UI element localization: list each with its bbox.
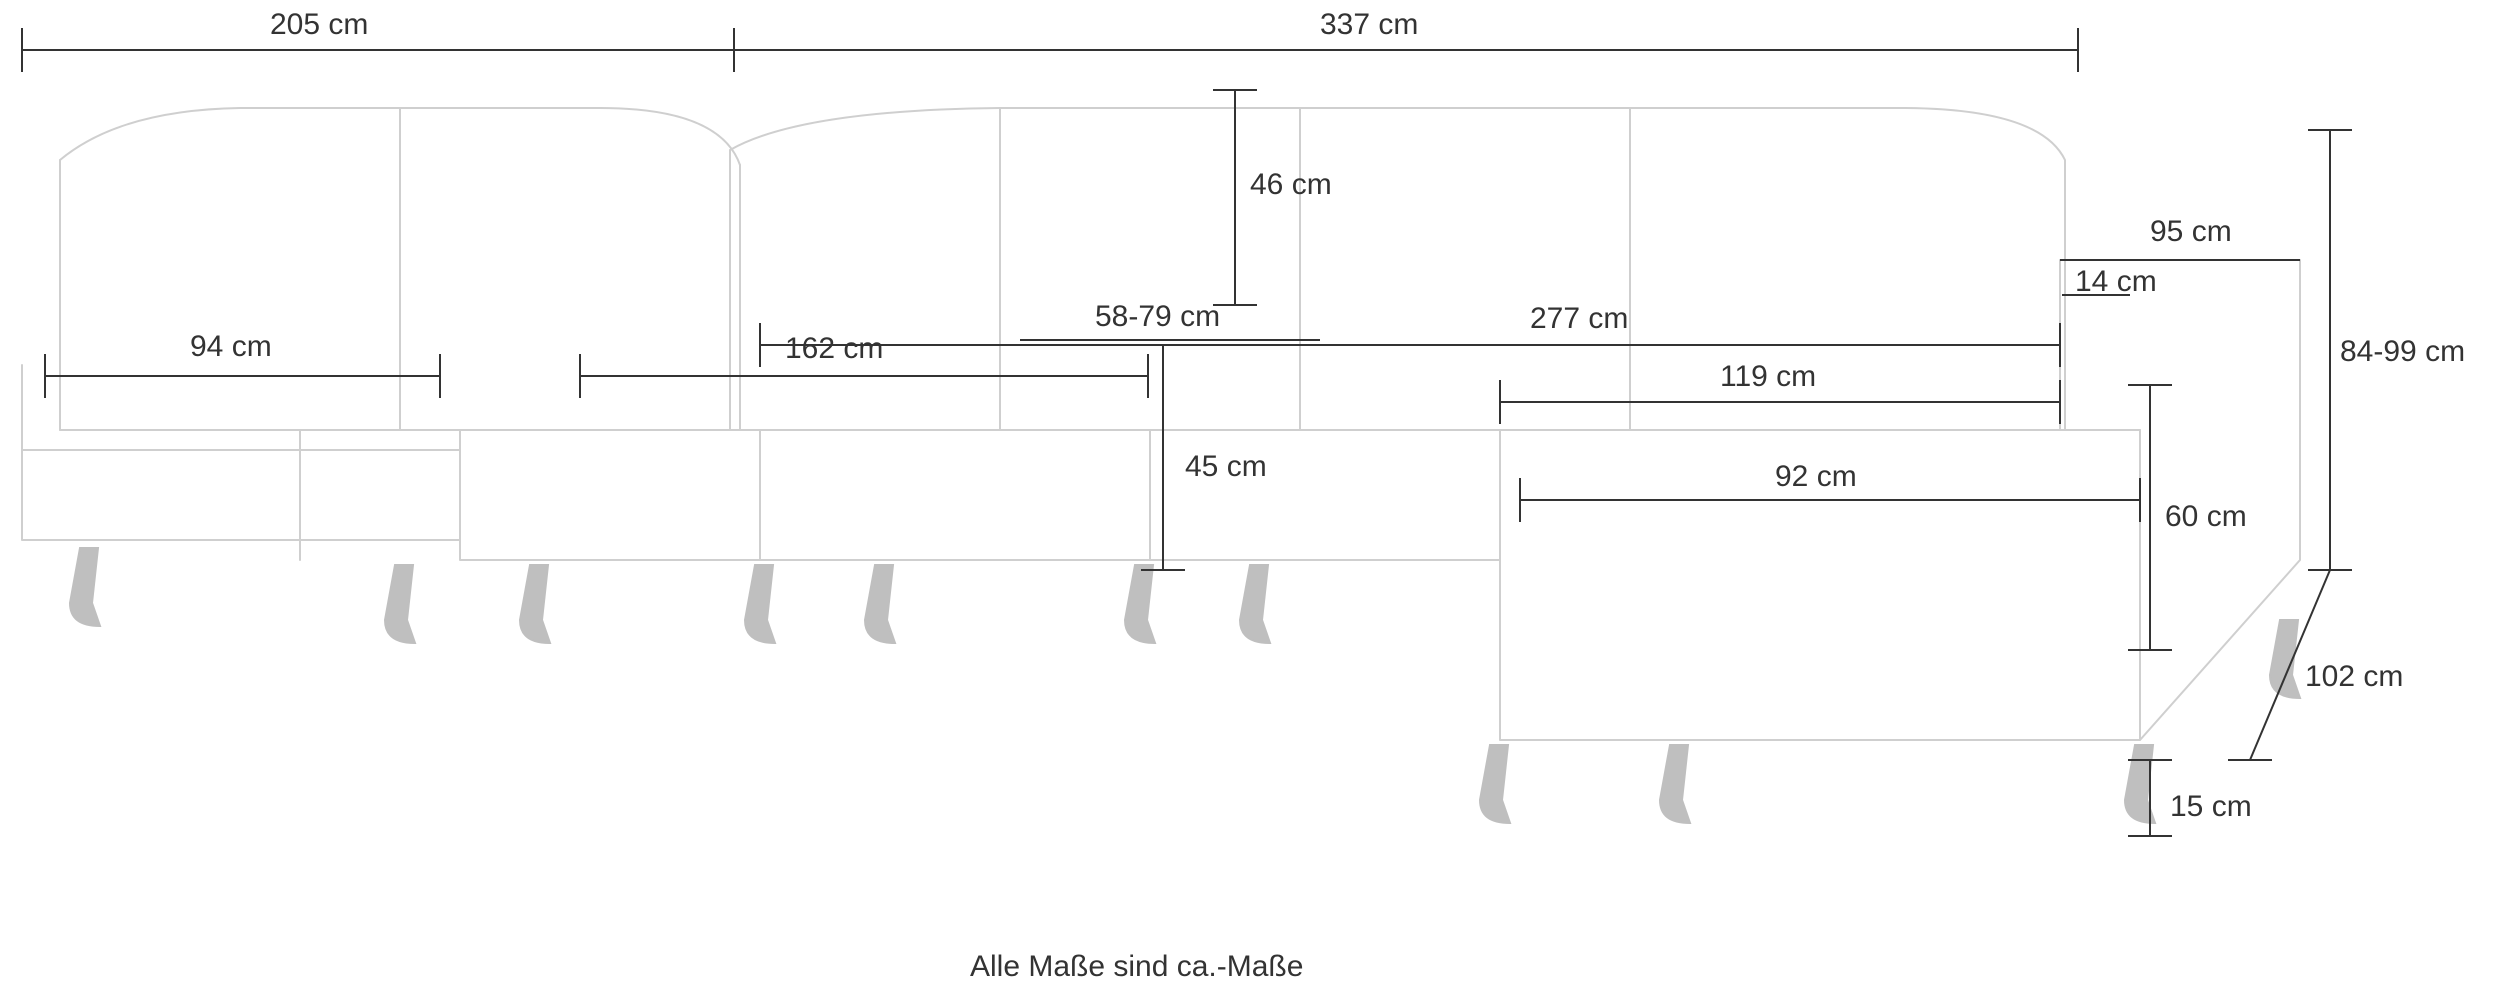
diagram-svg: [0, 0, 2500, 990]
dim-label-119: 119 cm: [1720, 360, 1816, 394]
dim-label-337: 337 cm: [1320, 8, 1418, 42]
caption: Alle Maße sind ca.-Maße: [970, 950, 1303, 984]
dim-label-95: 95 cm: [2150, 215, 2232, 249]
dim-label-46: 46 cm: [1250, 168, 1332, 202]
dim-label-60: 60 cm: [2165, 500, 2247, 534]
dim-label-92: 92 cm: [1775, 460, 1857, 494]
dim-label-45: 45 cm: [1185, 450, 1267, 484]
dim-label-84-99: 84-99 cm: [2340, 335, 2465, 369]
dim-label-277: 277 cm: [1530, 302, 1628, 336]
diagram-stage: 205 cm 337 cm 46 cm 95 cm 14 cm 94 cm 16…: [0, 0, 2500, 990]
dim-label-102: 102 cm: [2305, 660, 2403, 694]
dim-label-15: 15 cm: [2170, 790, 2252, 824]
dim-label-94: 94 cm: [190, 330, 272, 364]
dim-label-14: 14 cm: [2075, 265, 2157, 299]
dim-label-205: 205 cm: [270, 8, 368, 42]
dim-label-162: 162 cm: [785, 332, 883, 366]
dim-label-58-79: 58-79 cm: [1095, 300, 1220, 334]
